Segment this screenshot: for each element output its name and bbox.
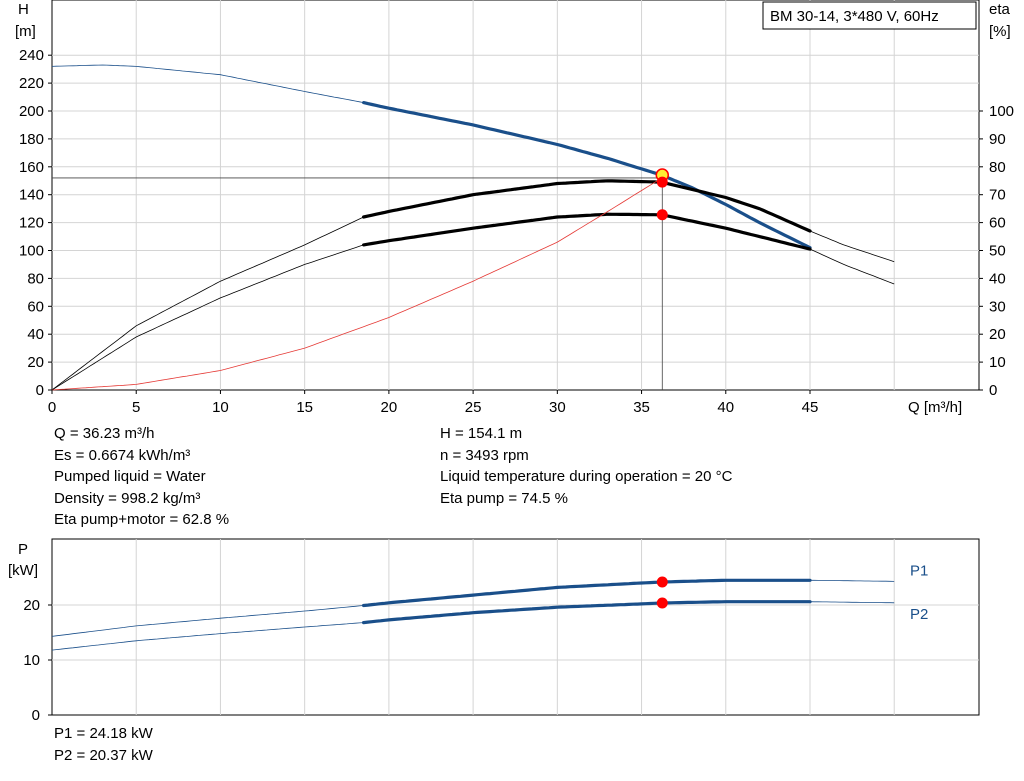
top-es-thin-line (51, 179, 659, 391)
top-ticks: 0 5 10 15 20 25 30 35 40 450204060801001201401601… (19, 47, 1014, 416)
top-y-tick-label: 80 (27, 270, 44, 287)
eta-pump-marker (656, 176, 668, 188)
top-x-tick-label: 45 (802, 399, 819, 416)
top-y2-tick-label: 30 (989, 298, 1006, 315)
info-speed: n = 3493 rpm (440, 446, 529, 464)
top-series (51, 64, 895, 391)
top-y-tick-label: 160 (19, 159, 44, 176)
top-y2-tick-label: 100 (989, 103, 1014, 120)
title-box-text: BM 30-14, 3*480 V, 60Hz (770, 8, 939, 25)
bottom-y-tick-label: 20 (23, 597, 40, 614)
top-y-tick-label: 200 (19, 103, 44, 120)
top-h-thin-line (51, 64, 811, 249)
top-y-tick-label: 240 (19, 47, 44, 64)
power-info: P1 = 24.18 kW P2 = 20.37 kW (54, 723, 153, 766)
top-y-tick-label: 0 (36, 382, 44, 399)
info-right: H = 154.1 m n = 3493 rpm Liquid temperat… (440, 423, 732, 509)
p2-marker (656, 597, 668, 609)
info-eta-total: Eta pump+motor = 62.8 % (54, 511, 230, 528)
top-x-tick-label: 10 (212, 399, 229, 416)
bottom-grid (52, 539, 979, 715)
info-density: Density = 998.2 kg/m³ (54, 489, 201, 507)
bottom-series: P1 P2 (51, 562, 928, 651)
info-temperature: Liquid temperature during operation = 20… (440, 468, 733, 485)
info-head: H = 154.1 m (440, 425, 523, 442)
info-es: Es = 0.6674 kWh/m³ (54, 446, 191, 464)
x-axis-label: Q [m³/h] (908, 399, 962, 416)
top-x-tick-label: 0 (48, 399, 56, 416)
bottom-y-tick-label: 10 (23, 652, 40, 669)
top-y2-tick-label: 10 (989, 354, 1006, 371)
top-x-tick-label: 35 (633, 399, 650, 416)
bottom-p1-thin-line (51, 579, 895, 637)
power-axis-label: P (18, 541, 28, 558)
y-axis-label-h: H (18, 1, 29, 18)
top-y-tick-label: 40 (27, 326, 44, 343)
top-eta-pump-motor-bold-line (362, 212, 812, 251)
top-h-bold-line (362, 101, 812, 250)
title-box (762, 1, 977, 30)
top-y2-tick-label: 40 (989, 270, 1006, 287)
series-label-p2: P2 (910, 606, 928, 623)
bottom-p2-bold-line (362, 600, 812, 625)
top-x-tick-label: 40 (717, 399, 734, 416)
bottom-plot-frame (51, 538, 980, 716)
series-label-p1: P1 (910, 562, 928, 579)
eta-total-marker (656, 209, 668, 221)
top-y2-tick-label: 20 (989, 326, 1006, 343)
y2-axis-label-eta: eta (989, 1, 1011, 18)
p1-marker (656, 576, 668, 588)
info-liquid: Pumped liquid = Water (54, 468, 206, 485)
top-x-tick-label: 30 (549, 399, 566, 416)
top-y2-tick-label: 50 (989, 243, 1006, 260)
top-y-tick-label: 180 (19, 131, 44, 148)
top-y2-tick-label: 0 (989, 382, 997, 399)
top-x-tick-label: 20 (381, 399, 398, 416)
info-flow: Q = 36.23 m³/h (54, 425, 155, 442)
top-grid (52, 0, 979, 390)
top-y-tick-label: 220 (19, 75, 44, 92)
top-y2-tick-label: 60 (989, 215, 1006, 232)
info-p2: P2 = 20.37 kW (54, 746, 153, 764)
power-axis-label-unit: [kW] (8, 562, 38, 579)
bottom-y-tick-label: 0 (32, 707, 40, 724)
info-left: Q = 36.23 m³/h Es = 0.6674 kWh/m³ Pumped… (54, 423, 229, 531)
top-y2-tick-label: 90 (989, 131, 1006, 148)
top-y-tick-label: 100 (19, 243, 44, 260)
top-x-tick-label: 25 (465, 399, 482, 416)
info-eta-pump: Eta pump = 74.5 % (440, 489, 568, 507)
bottom-ticks: 0 10 20 (23, 597, 52, 724)
top-y-tick-label: 60 (27, 298, 44, 315)
top-y-tick-label: 20 (27, 354, 44, 371)
bottom-p1-bold-line (362, 578, 812, 608)
top-y-tick-label: 140 (19, 187, 44, 204)
top-x-tick-label: 15 (296, 399, 313, 416)
top-eta-pump-bold-line (362, 179, 812, 233)
info-p1: P1 = 24.18 kW (54, 725, 153, 742)
bottom-p2-thin-line (51, 601, 895, 651)
head-efficiency-chart: 0 5 10 15 20 25 30 35 40 450204060801001201401601… (15, 0, 1014, 416)
y2-axis-label-eta-unit: [%] (989, 23, 1011, 40)
top-y2-tick-label: 80 (989, 159, 1006, 176)
top-y2-tick-label: 70 (989, 187, 1006, 204)
top-x-tick-label: 5 (132, 399, 140, 416)
y-axis-label-h-unit: [m] (15, 23, 36, 40)
top-y-tick-label: 120 (19, 215, 44, 232)
